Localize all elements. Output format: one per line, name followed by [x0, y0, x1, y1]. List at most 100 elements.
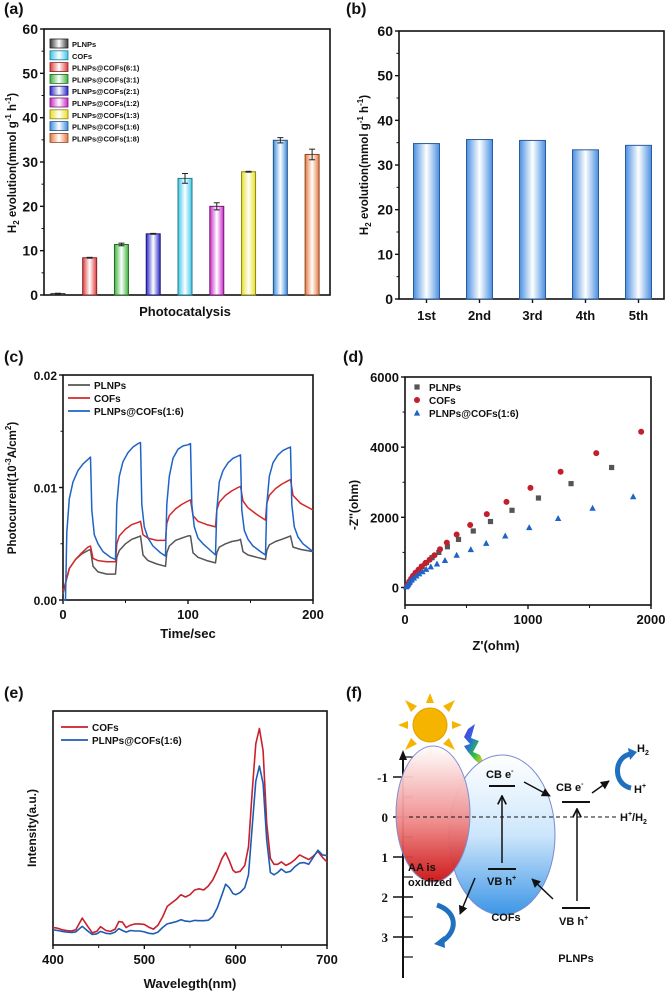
plnps-vb-label: VB h+ — [559, 915, 588, 928]
panel-c-lines — [62, 441, 314, 601]
legend-label: PLNPs@COFs(1:6) — [92, 736, 182, 747]
panel-b-ytick-label: 10 — [377, 246, 393, 262]
bar — [272, 139, 288, 296]
curved-arrow-head — [628, 748, 637, 760]
panel-a: (a) 0 10 20 30 40 50 60 PLNPs COFs PLNPs@COFs(6:… — [4, 1, 331, 319]
data-point-circle — [443, 539, 450, 546]
panel-d-points — [403, 428, 645, 590]
data-point-square — [509, 507, 515, 513]
panel-label-b: (b) — [346, 1, 366, 18]
h-plus-label: H+ — [634, 783, 646, 796]
bar — [177, 177, 193, 296]
redox-label: H+/H2 — [620, 811, 647, 826]
panel-a-legend: PLNPs COFs PLNPs@COFs(6:1) PLNPs@COFs(3:1) P… — [49, 38, 140, 143]
data-point-triangle — [433, 560, 441, 567]
panel-d-xtick-label: 1000 — [514, 612, 543, 627]
panel-b-xtick-label: 4th — [576, 308, 596, 323]
panel-b-ytick-label: 60 — [377, 23, 393, 39]
panel-b-xtick-label: 2nd — [468, 308, 491, 323]
hole-transfer-arrow — [531, 878, 554, 900]
panel-label-e: (e) — [4, 685, 24, 702]
data-point-triangle — [629, 493, 637, 500]
panel-b-xtick-label: 3rd — [522, 308, 542, 323]
legend-swatch — [49, 97, 69, 108]
bar — [413, 143, 440, 300]
data-point-square — [487, 518, 494, 525]
legend-label: PLNPs — [72, 40, 96, 49]
bar — [241, 171, 257, 296]
data-point-square — [535, 495, 542, 501]
panel-a-y-axis-label: H2 evolution(mmol g-1 h-1) — [4, 93, 21, 233]
data-point-circle — [422, 560, 429, 567]
bar — [466, 139, 493, 300]
legend-marker — [414, 397, 420, 403]
aa-oxidation-curved-arrow — [436, 902, 456, 945]
h2-evolution-arrow — [591, 780, 610, 794]
potential-axis-arrow — [399, 750, 407, 760]
data-point-circle — [503, 498, 510, 505]
data-point-triangle — [526, 524, 533, 531]
panel-d-axes: 0 2000 4000 6000 0 1000 2000 — [370, 370, 665, 627]
bar — [519, 139, 546, 300]
h2-label: H2 — [637, 743, 649, 757]
data-point-triangle — [422, 565, 430, 572]
potential-tick-label: -1 — [377, 770, 388, 785]
legend-label: PLNPs — [94, 381, 127, 392]
data-point-square — [455, 536, 462, 543]
data-point-square — [436, 549, 442, 555]
plnps-label: PLNPs — [558, 953, 593, 965]
aa-curved-arrow-head — [434, 936, 445, 948]
panel-b-xtick-label: 1st — [417, 308, 436, 323]
panel-d-xtick-label: 2000 — [637, 612, 666, 627]
panel-e-y-axis-label: Intensity(a.u.) — [25, 789, 39, 867]
panel-b-ytick-label: 0 — [385, 291, 393, 307]
data-point-triangle — [502, 532, 509, 539]
series-line-cofs — [52, 727, 328, 934]
data-point-circle — [437, 546, 444, 553]
panel-a-ytick-label: 40 — [22, 110, 38, 126]
data-point-square — [609, 464, 615, 471]
panel-a-ytick-label: 20 — [22, 198, 38, 214]
cofs-label: COFs — [491, 912, 520, 924]
h-plus-to-h2-curved-arrow — [615, 751, 632, 791]
panel-c-ytick-label: 0.00 — [34, 594, 58, 608]
legend-swatch — [49, 132, 69, 143]
data-point-square — [470, 528, 476, 534]
panel-e-legend: COFs PLNPs@COFs(1:6) — [61, 723, 182, 747]
panel-c-xtick-label: 200 — [302, 607, 324, 622]
series-line-plnps-cofs-1-6- — [63, 441, 314, 601]
data-point-triangle — [554, 514, 562, 521]
aa-label-line1: AA is — [408, 862, 436, 874]
legend-swatch — [49, 121, 69, 131]
legend-label: PLNPs@COFs(1:6) — [94, 407, 184, 418]
legend-label: PLNPs — [429, 383, 462, 394]
panel-d-y-axis-label: -Z''(ohm) — [347, 480, 361, 530]
data-point-triangle — [482, 539, 490, 546]
cofs-band-ellipse — [395, 745, 471, 883]
cofs-vb-label: VB h+ — [487, 875, 516, 888]
data-point-circle — [593, 450, 600, 457]
legend-swatch — [49, 85, 69, 96]
legend-label: PLNPs@COFs(1:6) — [72, 123, 140, 132]
panel-c-y-axis-label: Photocurrent(10-3A/cm2) — [4, 422, 19, 555]
panel-b-ytick-label: 40 — [377, 112, 393, 128]
series-line-plnps-cofs-1-6- — [52, 765, 328, 936]
panel-c-legend: PLNPs COFs PLNPs@COFs(1:6) — [68, 381, 184, 418]
data-point-square — [568, 481, 574, 487]
legend-swatch — [49, 50, 69, 61]
panel-b: (b) 0 10 20 30 40 50 60 1st 2nd 3rd 4th 5th H2 evol… — [346, 1, 665, 323]
panel-a-x-axis-label: Photocatalysis — [139, 304, 231, 319]
potential-axis-ticks: -1 0 1 2 3 — [377, 756, 413, 958]
data-point-circle — [483, 511, 490, 518]
data-point-circle — [453, 531, 460, 538]
legend-label: PLNPs@COFs(1:8) — [72, 134, 140, 143]
data-point-circle — [557, 468, 564, 475]
data-point-triangle — [589, 504, 596, 511]
panel-a-bars — [50, 137, 320, 296]
cofs-cb-label: CB e- — [486, 768, 514, 781]
data-point-square — [444, 544, 451, 550]
panel-b-y-axis-label: H2 evolution(mmol g-1 h-1) — [356, 95, 373, 235]
data-point-circle — [426, 556, 433, 563]
data-point-triangle — [413, 572, 420, 579]
panel-c-ytick-label: 0.02 — [34, 369, 58, 383]
